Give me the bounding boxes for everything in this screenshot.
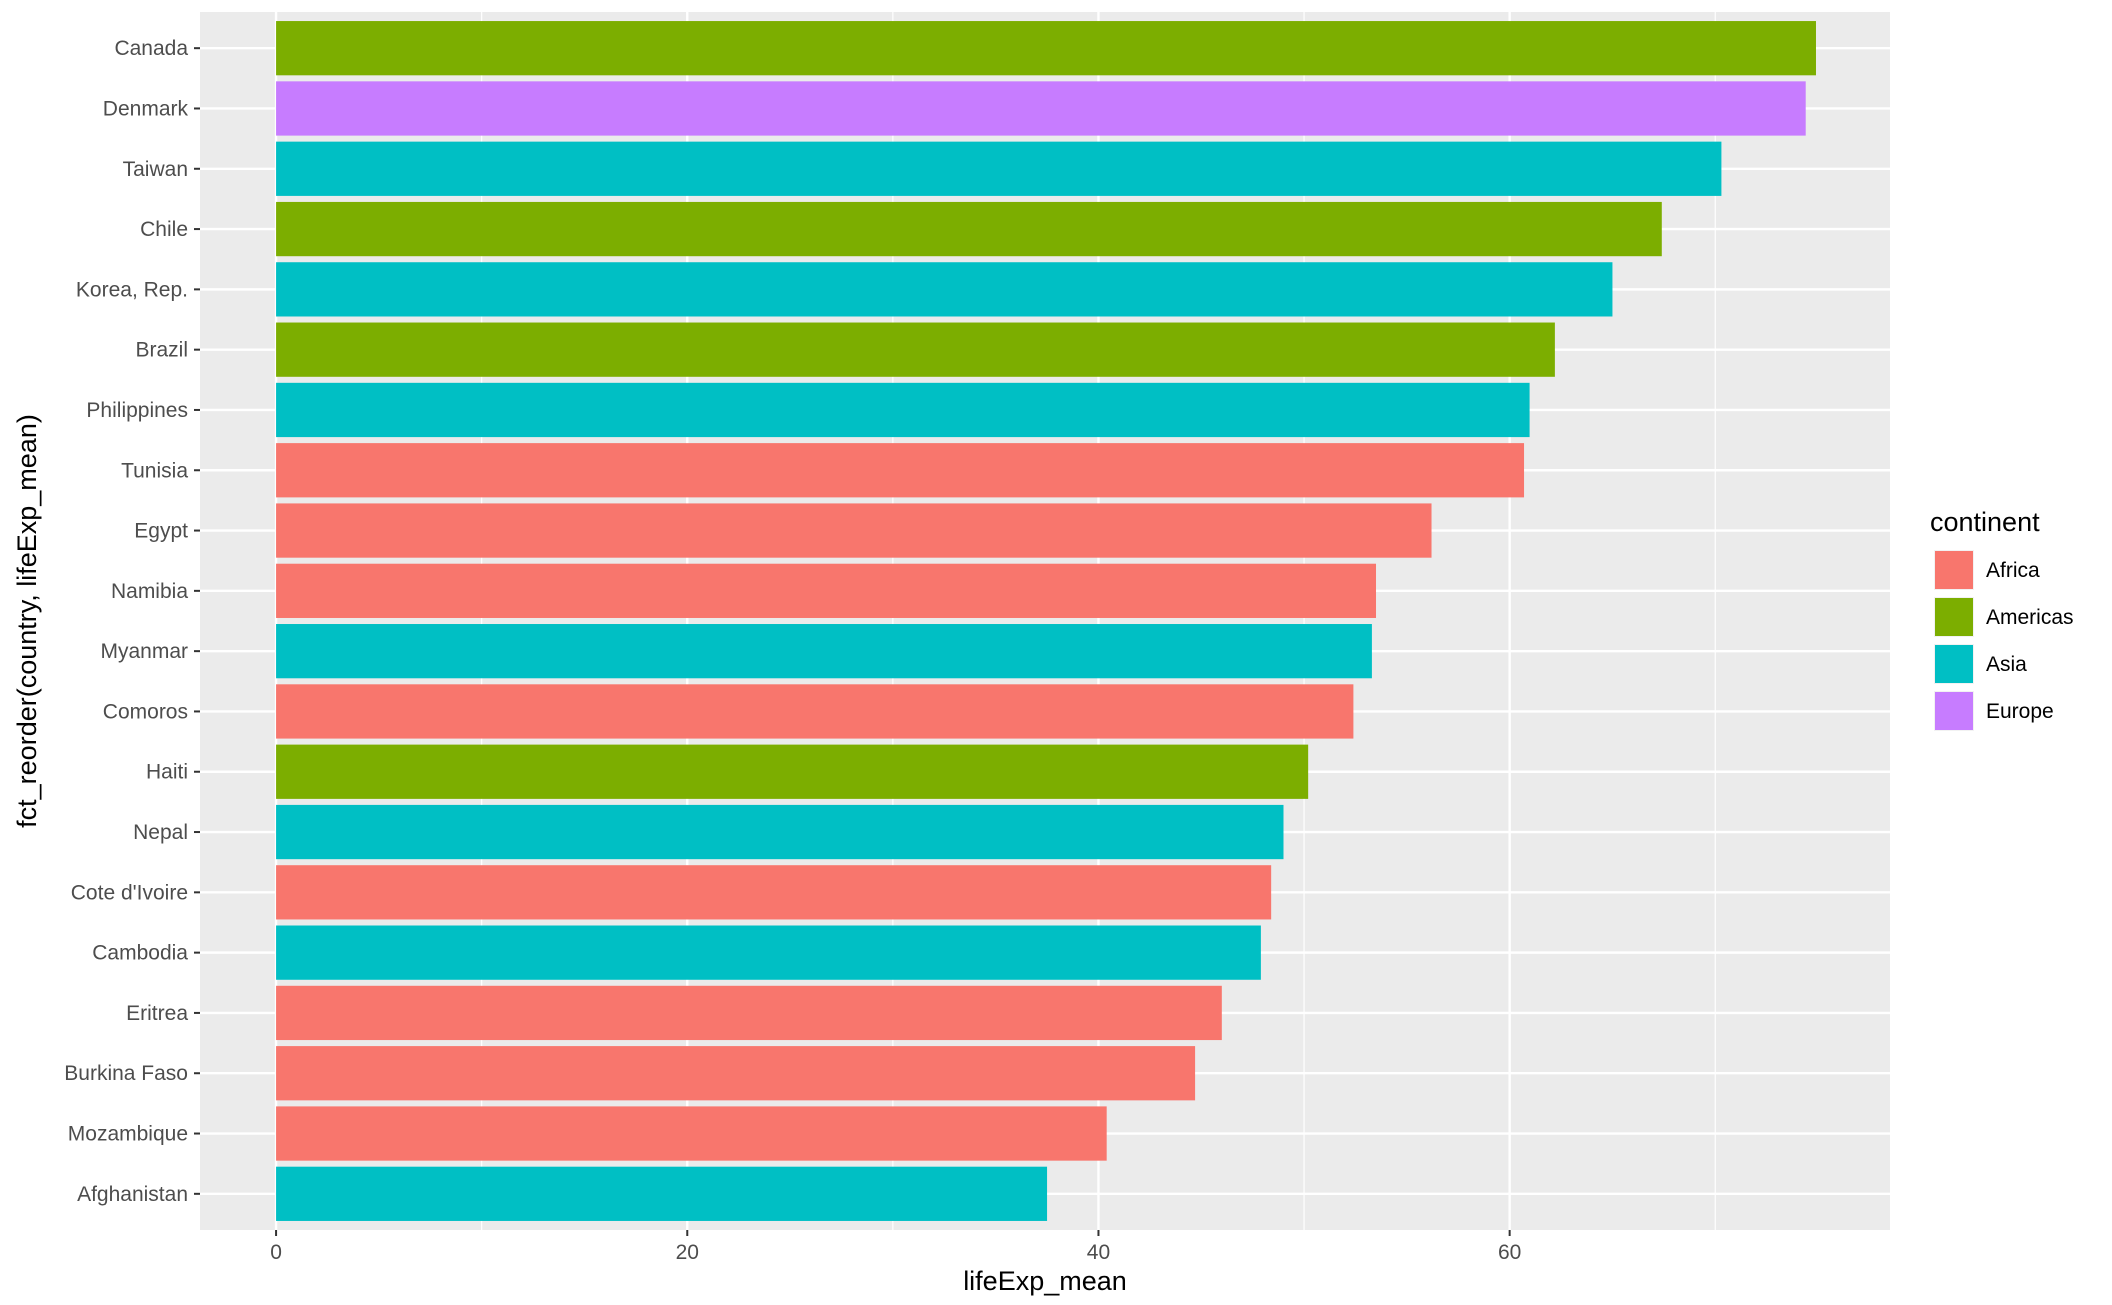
y-tick-label: Burkina Faso [64,1062,188,1085]
legend-label-americas: Americas [1986,606,2074,629]
legend-swatch-africa [1935,551,1973,589]
y-tick-label: Korea, Rep. [76,278,188,301]
y-tick-label: Nepal [133,821,188,844]
legend-label-africa: Africa [1986,559,2040,582]
x-axis-title: lifeExp_mean [963,1266,1127,1296]
bar-taiwan [276,141,1722,196]
bar-brazil [276,322,1555,377]
bar-burkina-faso [276,1046,1196,1101]
y-tick-label: Mozambique [68,1123,188,1146]
y-tick-label: Chile [140,218,188,241]
bar-haiti [276,744,1309,799]
bar-chile [276,201,1662,257]
legend-swatch-europe [1935,692,1973,730]
x-axis: 0 20 40 60 [270,1230,1521,1264]
y-tick-label: Cambodia [92,942,188,965]
legend: continent Africa Americas Asia Europe [1930,507,2074,731]
y-tick-label: Canada [114,37,188,60]
bar-cambodia [276,925,1261,980]
y-tick-label: Comoros [103,700,188,723]
bar-korea-rep- [276,262,1613,317]
bar-afghanistan [276,1166,1048,1221]
y-tick-label: Namibia [111,580,188,603]
y-tick-label: Philippines [86,399,188,422]
x-tick-label: 0 [270,1241,282,1264]
y-tick-label: Brazil [135,339,188,362]
y-tick-label: Tunisia [121,459,188,482]
bar-cote-d-ivoire [276,865,1272,920]
legend-label-asia: Asia [1986,653,2027,676]
y-tick-label: Myanmar [100,640,188,663]
legend-title: continent [1930,507,2040,537]
legend-label-europe: Europe [1986,700,2054,723]
x-tick-label: 40 [1087,1241,1110,1264]
y-tick-label: Taiwan [123,158,188,181]
bars [276,21,1816,1221]
bar-comoros [276,684,1354,739]
y-tick-label: Afghanistan [77,1183,188,1206]
y-axis: Canada Denmark Taiwan Chile Korea, Rep. Brazi… [64,37,200,1206]
y-tick-label: Haiti [146,761,188,784]
y-tick-label: Egypt [134,520,188,543]
bar-tunisia [276,443,1525,498]
bar-denmark [276,81,1806,136]
bar-myanmar [276,624,1372,679]
y-tick-label: Cote d'Ivoire [71,881,188,904]
bar-eritrea [276,985,1222,1041]
bar-mozambique [276,1106,1107,1161]
y-tick-label: Eritrea [126,1002,188,1025]
bar-egypt [276,503,1432,558]
y-tick-label: Denmark [103,97,189,120]
x-tick-label: 20 [676,1241,699,1264]
legend-swatch-asia [1935,645,1973,683]
x-tick-label: 60 [1498,1241,1521,1264]
bar-nepal [276,804,1284,860]
bar-namibia [276,563,1377,618]
y-axis-title: fct_reorder(country, lifeExp_mean) [12,414,42,828]
legend-swatch-americas [1935,598,1973,636]
bar-canada [276,21,1816,76]
bar-philippines [276,382,1530,438]
